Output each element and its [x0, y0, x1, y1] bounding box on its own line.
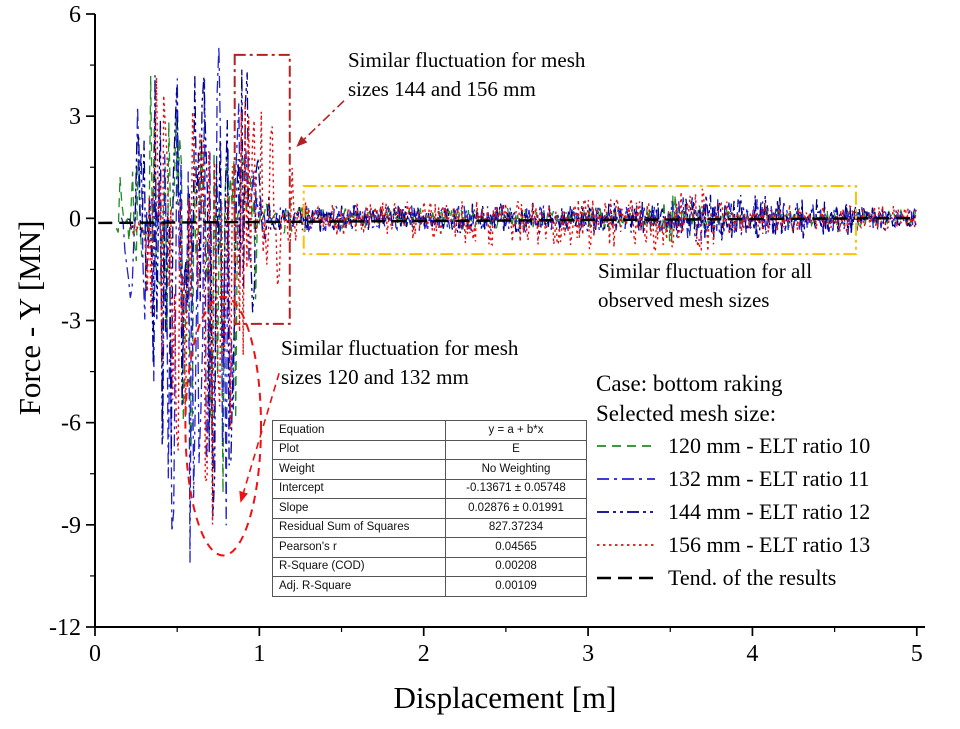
stats-value: No Weighting [445, 459, 587, 480]
callout-mesh-144-156: Similar fluctuation for mesh sizes 144 a… [348, 48, 586, 101]
legend-label: 144 mm - ELT ratio 12 [668, 499, 871, 525]
x-tick-label: 5 [911, 641, 923, 667]
legend-title-case: Case: bottom raking [596, 371, 783, 396]
legend-line-sample [597, 511, 655, 514]
stats-value: 0.00208 [445, 556, 587, 578]
stats-row: Slope 0.02876 ± 0.01991 [272, 498, 587, 519]
annotation-arrowhead-3 [296, 135, 308, 147]
stats-label: Equation [272, 420, 446, 441]
stats-row: Intercept -0.13671 ± 0.05748 [272, 478, 587, 500]
stats-row: Residual Sum of Squares 827.37234 [272, 517, 587, 539]
trend-line [98, 216, 917, 225]
stats-row: Plot E [272, 439, 587, 461]
legend-entries: 120 mm - ELT ratio 10 132 mm - ELT ratio … [596, 430, 870, 595]
legend-label: 132 mm - ELT ratio 11 [668, 466, 870, 492]
y-axis-label: Force - Y [MN] [12, 220, 47, 416]
legend-label: 120 mm - ELT ratio 10 [668, 433, 871, 459]
legend-line-sample [597, 478, 655, 481]
x-axis-label: Displacement [m] [393, 680, 617, 715]
stats-value: -0.13671 ± 0.05748 [445, 478, 587, 500]
stats-value: 827.37234 [445, 517, 587, 539]
legend-line-sample [597, 445, 655, 448]
x-tick-label: 4 [746, 641, 758, 667]
y-tick-label: -6 [61, 411, 81, 437]
legend-line-sample [597, 576, 655, 580]
legend-title-mesh: Selected mesh size: [596, 401, 777, 427]
x-tick-label: 1 [253, 641, 265, 667]
y-tick-label: -9 [61, 513, 81, 539]
stats-label: Pearson's r [272, 537, 446, 558]
stats-label: Adj. R-Square [272, 576, 446, 597]
axes: 0 1 2 3 4 5 -12 -9 -6 -3 0 3 6 [49, 2, 925, 667]
annotation-rect-0 [233, 53, 291, 325]
annotation-ellipse-2 [184, 295, 262, 557]
stats-value: 0.00109 [445, 576, 587, 597]
stats-label: R-Square (COD) [272, 556, 446, 578]
legend-item-0: 120 mm - ELT ratio 10 [596, 430, 870, 463]
annotation-arrow-3 [303, 100, 345, 140]
annotation-arrow-4 [242, 373, 280, 493]
legend-line-sample [597, 544, 655, 547]
legend-item-3: 156 mm - ELT ratio 13 [596, 529, 870, 562]
callout-all-meshes: Similar fluctuation for all observed mes… [598, 259, 813, 312]
stats-row: R-Square (COD) 0.00208 [272, 556, 587, 578]
stats-value: y = a + b*x [445, 420, 587, 441]
x-tick-label: 3 [582, 641, 594, 667]
stats-label: Weight [272, 459, 446, 480]
legend-label: 156 mm - ELT ratio 13 [668, 532, 871, 558]
series-3 [130, 77, 917, 525]
stats-value: 0.02876 ± 0.01991 [445, 498, 587, 519]
legend-item-4: Tend. of the results [596, 562, 870, 595]
y-tick-label: -12 [49, 615, 81, 641]
stats-label: Intercept [272, 478, 446, 500]
legend: Case: bottom raking Selected mesh size: … [596, 369, 870, 595]
stats-label: Plot [272, 439, 446, 461]
stats-value: 0.04565 [445, 537, 587, 558]
stats-row: Pearson's r 0.04565 [272, 537, 587, 558]
y-tick-label: 0 [69, 206, 81, 232]
stats-row: Adj. R-Square 0.00109 [272, 576, 587, 597]
stats-row: Equation y = a + b*x [272, 420, 587, 441]
x-tick-label: 0 [89, 641, 101, 667]
stats-table: Equation y = a + b*x Plot E Weight No Weighti… [272, 420, 587, 597]
legend-label: Tend. of the results [668, 565, 837, 591]
y-tick-label: 6 [69, 2, 81, 28]
stats-value: E [445, 439, 587, 461]
y-tick-label: 3 [69, 104, 81, 130]
stats-label: Residual Sum of Squares [272, 517, 446, 539]
callout-mesh-120-132: Similar fluctuation for mesh sizes 120 a… [281, 336, 519, 389]
legend-item-1: 132 mm - ELT ratio 11 [596, 463, 870, 496]
stats-label: Slope [272, 498, 446, 519]
annotation-arrowhead-4 [239, 490, 248, 503]
x-tick-label: 2 [418, 641, 430, 667]
y-tick-label: -3 [61, 309, 81, 335]
stats-row: Weight No Weighting [272, 459, 587, 480]
stats-table-body: Equation y = a + b*x Plot E Weight No Weighti… [272, 420, 587, 597]
legend-item-2: 144 mm - ELT ratio 12 [596, 496, 870, 529]
